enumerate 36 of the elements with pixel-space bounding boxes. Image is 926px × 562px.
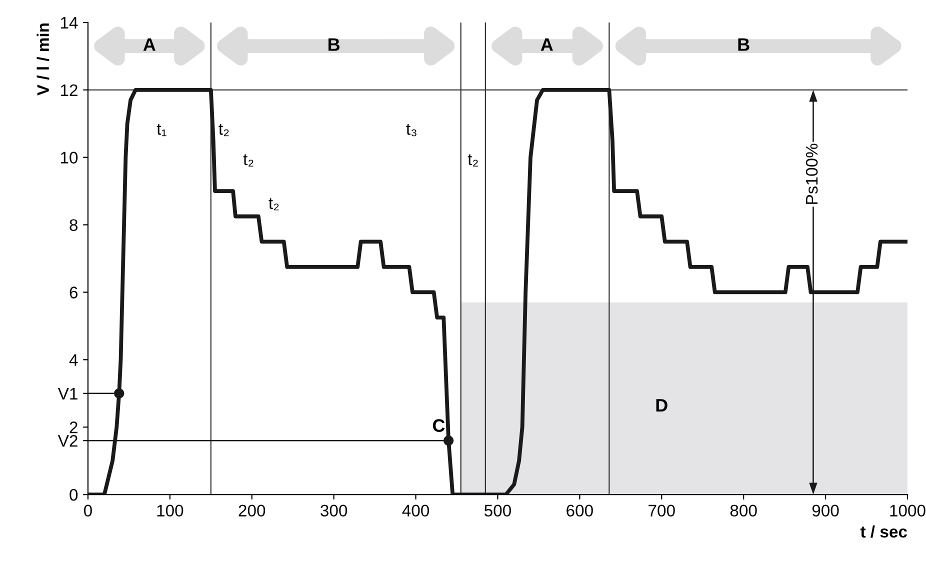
x-tick-label: 700 xyxy=(648,504,675,517)
y-tick-label: 2 xyxy=(70,422,78,434)
y-tick-label: 8 xyxy=(70,219,78,232)
x-tick-label: 0 xyxy=(84,504,92,517)
annotation: D xyxy=(656,399,668,412)
annotation: C xyxy=(432,419,445,432)
x-tick-label: 500 xyxy=(484,504,511,517)
y-tick-label: 10 xyxy=(60,152,78,164)
annotation: B xyxy=(738,38,750,51)
y-tick-label: 0 xyxy=(70,488,78,501)
y-tick-label: 4 xyxy=(69,354,78,366)
annotation: A xyxy=(540,38,553,51)
x-tick-label: 900 xyxy=(812,504,839,517)
y-tick-label: V2 xyxy=(58,435,78,447)
x-axis-title: t / sec xyxy=(860,525,907,538)
annotation: t₃ xyxy=(406,124,416,136)
x-tick-label: 100 xyxy=(157,504,184,517)
annotation: t₂ xyxy=(218,124,229,136)
y-tick-label: 6 xyxy=(70,286,78,298)
annotation: Ps100% xyxy=(806,144,818,204)
x-tick-label: 400 xyxy=(402,504,430,517)
y-tick-label: V1 xyxy=(58,388,78,400)
annotation: t₂ xyxy=(468,154,478,166)
x-tick-label: 800 xyxy=(730,504,757,517)
y-axis-title: V / l / min xyxy=(36,24,50,96)
annotation: B xyxy=(328,38,340,51)
annotation: t₁ xyxy=(156,124,166,136)
y-tick-label: 14 xyxy=(60,17,78,29)
annotation: A xyxy=(143,38,156,51)
annotation: t₂ xyxy=(243,154,254,166)
x-tick-label: 300 xyxy=(320,504,348,517)
x-tick-label: 1000 xyxy=(890,504,926,517)
annotation: t₂ xyxy=(268,198,279,210)
x-tick-label: 600 xyxy=(566,504,593,517)
x-tick-label: 200 xyxy=(238,504,266,517)
y-tick-label: 12 xyxy=(60,84,78,96)
